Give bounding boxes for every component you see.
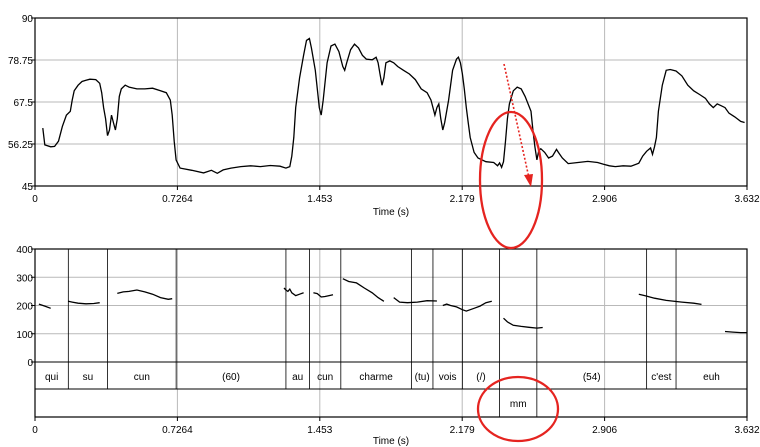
intensity-gridlines xyxy=(35,18,747,186)
tier1-word-label: charme xyxy=(359,372,393,383)
intensity-x-tick-label: 0 xyxy=(32,194,38,205)
pitch-contour-segment xyxy=(342,278,385,302)
tier1-word-label: (60) xyxy=(222,372,240,383)
tier1-word-label: cun xyxy=(317,372,333,383)
pitch-y-tick-label: 300 xyxy=(16,273,33,284)
red-arrow xyxy=(503,63,530,179)
pitch-contour-segment xyxy=(117,289,173,300)
pitch-contour-segment xyxy=(503,317,543,329)
pitch-contour-segment xyxy=(724,330,747,334)
red-highlight-circle-bottom xyxy=(476,375,560,443)
red-highlight-circle-top xyxy=(478,110,544,250)
tier1-word-label: su xyxy=(83,372,94,383)
intensity-y-tick-label: 56.25 xyxy=(8,140,33,151)
pitch-y-tick-label: 0 xyxy=(27,358,33,369)
pitch-y-tick-label: 200 xyxy=(16,302,33,313)
tier1-word-label: vois xyxy=(439,372,457,383)
pitch-x-tick-label: 1.453 xyxy=(307,425,332,436)
intensity-x-tick-label: 1.453 xyxy=(307,194,332,205)
intensity-x-tick-label: 3.632 xyxy=(734,194,759,205)
intensity-contour xyxy=(42,37,745,175)
pitch-contours xyxy=(38,278,747,334)
pitch-x-tick-label: 3.632 xyxy=(734,425,759,436)
pitch-y-tick-label: 100 xyxy=(16,330,33,341)
pitch-x-ticks: 0 0.7264 1.453 2.179 2.906 3.632 xyxy=(32,417,760,436)
tier1-word-label: c'est xyxy=(651,372,671,383)
pitch-contour-segment xyxy=(442,300,492,312)
pitch-x-tick-label: 2.906 xyxy=(592,425,617,436)
pitch-contour-segment xyxy=(393,297,437,304)
highlight-annotations xyxy=(476,63,560,443)
intensity-x-ticks: 0 0.7264 1.453 2.179 2.906 3.632 xyxy=(32,186,760,205)
annotation-tiers: qui su cun (60) au cun charme (tu) vois (/) (54) c'… xyxy=(35,249,747,417)
pitch-y-ticks: 0 100 200 300 400 xyxy=(16,245,35,369)
pitch-gridlines xyxy=(35,249,747,417)
pitch-contour-segment xyxy=(38,303,51,309)
pitch-panel: qui su cun (60) au cun charme (tu) vois (/) (54) c'… xyxy=(16,245,760,447)
tier1-word-label: euh xyxy=(703,372,720,383)
pitch-y-tick-label: 400 xyxy=(16,245,33,256)
tier1-word-label: au xyxy=(292,372,303,383)
tier1-word-label: (tu) xyxy=(415,372,430,383)
tier1-word-label: (54) xyxy=(583,372,601,383)
tier2-label: mm xyxy=(510,399,527,410)
intensity-x-tick-label: 2.179 xyxy=(450,194,475,205)
intensity-y-tick-label: 45 xyxy=(22,182,34,193)
tier1-word-label: cun xyxy=(134,372,150,383)
intensity-x-tick-label: 2.906 xyxy=(592,194,617,205)
intensity-y-ticks: 45 56.25 67.5 78.75 90 xyxy=(8,14,35,193)
pitch-contour-segment xyxy=(68,300,100,305)
tier1-word-label: qui xyxy=(45,372,58,383)
intensity-x-tick-label: 0.7264 xyxy=(162,194,193,205)
intensity-x-axis-label: Time (s) xyxy=(373,207,409,218)
pitch-plot-frame xyxy=(34,248,748,418)
intensity-y-tick-label: 78.75 xyxy=(8,56,33,67)
intensity-y-tick-label: 90 xyxy=(22,14,34,25)
pitch-x-tick-label: 0.7264 xyxy=(162,425,193,436)
tier1-word-label: (/) xyxy=(476,372,485,383)
intensity-panel: 45 56.25 67.5 78.75 90 0 0.7264 1.453 2.179 2.90… xyxy=(8,14,760,218)
pitch-x-axis-label: Time (s) xyxy=(373,436,409,447)
intensity-y-tick-label: 67.5 xyxy=(14,98,34,109)
pitch-contour-segment xyxy=(283,287,304,297)
red-arrowhead xyxy=(524,174,533,187)
pitch-contour-segment xyxy=(638,293,702,306)
pitch-x-tick-label: 0 xyxy=(32,425,38,436)
pitch-x-tick-label: 2.179 xyxy=(450,425,475,436)
pitch-contour-segment xyxy=(313,292,334,298)
